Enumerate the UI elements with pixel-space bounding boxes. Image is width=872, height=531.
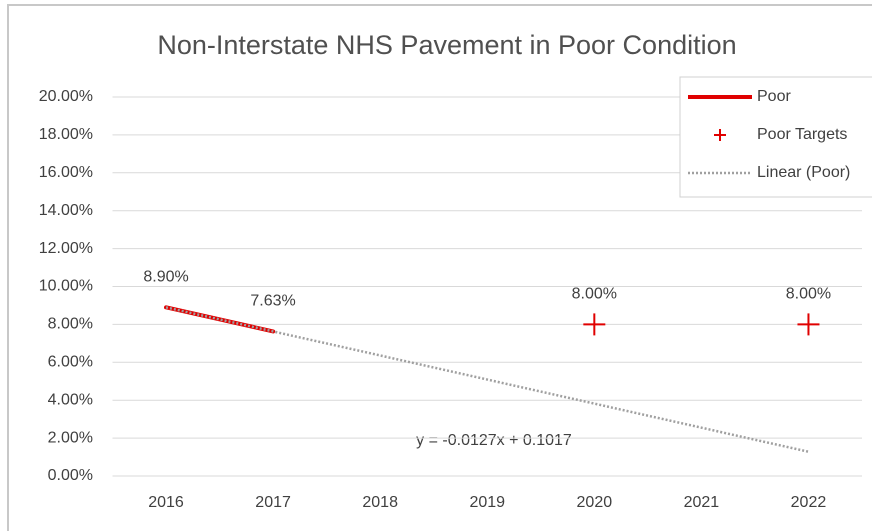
legend-swatch [714, 129, 726, 141]
x-tick-label: 2021 [684, 494, 720, 511]
x-tick-label: 2018 [362, 494, 398, 511]
data-label: 7.63% [250, 293, 295, 310]
y-tick-label: 10.00% [39, 278, 93, 295]
y-tick-label: 8.00% [48, 316, 93, 333]
x-tick-label: 2022 [791, 494, 827, 511]
y-tick-label: 18.00% [39, 126, 93, 143]
x-tick-label: 2020 [577, 494, 613, 511]
legend-label: Poor Targets [757, 126, 847, 143]
y-tick-label: 14.00% [39, 202, 93, 219]
y-tick-label: 20.00% [39, 88, 93, 105]
y-tick-label: 2.00% [48, 429, 93, 446]
data-label: 8.90% [143, 269, 188, 286]
series-line [164, 305, 276, 334]
trend-line [165, 306, 809, 453]
legend-label: Poor [757, 88, 791, 105]
target-marker [583, 313, 606, 336]
data-label: 8.00% [572, 286, 617, 303]
data-label: 8.00% [786, 286, 831, 303]
target-marker [797, 313, 820, 336]
y-tick-label: 16.00% [39, 164, 93, 181]
y-tick-label: 12.00% [39, 240, 93, 257]
y-tick-label: 6.00% [48, 354, 93, 371]
chart-title: Non-Interstate NHS Pavement in Poor Cond… [157, 30, 736, 60]
legend-label: Linear (Poor) [757, 164, 850, 181]
x-tick-label: 2016 [148, 494, 184, 511]
trend-equation: y = -0.0127x + 0.1017 [416, 432, 572, 449]
x-tick-label: 2017 [255, 494, 291, 511]
y-tick-label: 4.00% [48, 391, 93, 408]
y-tick-label: 0.00% [48, 467, 93, 484]
x-tick-label: 2019 [469, 494, 505, 511]
